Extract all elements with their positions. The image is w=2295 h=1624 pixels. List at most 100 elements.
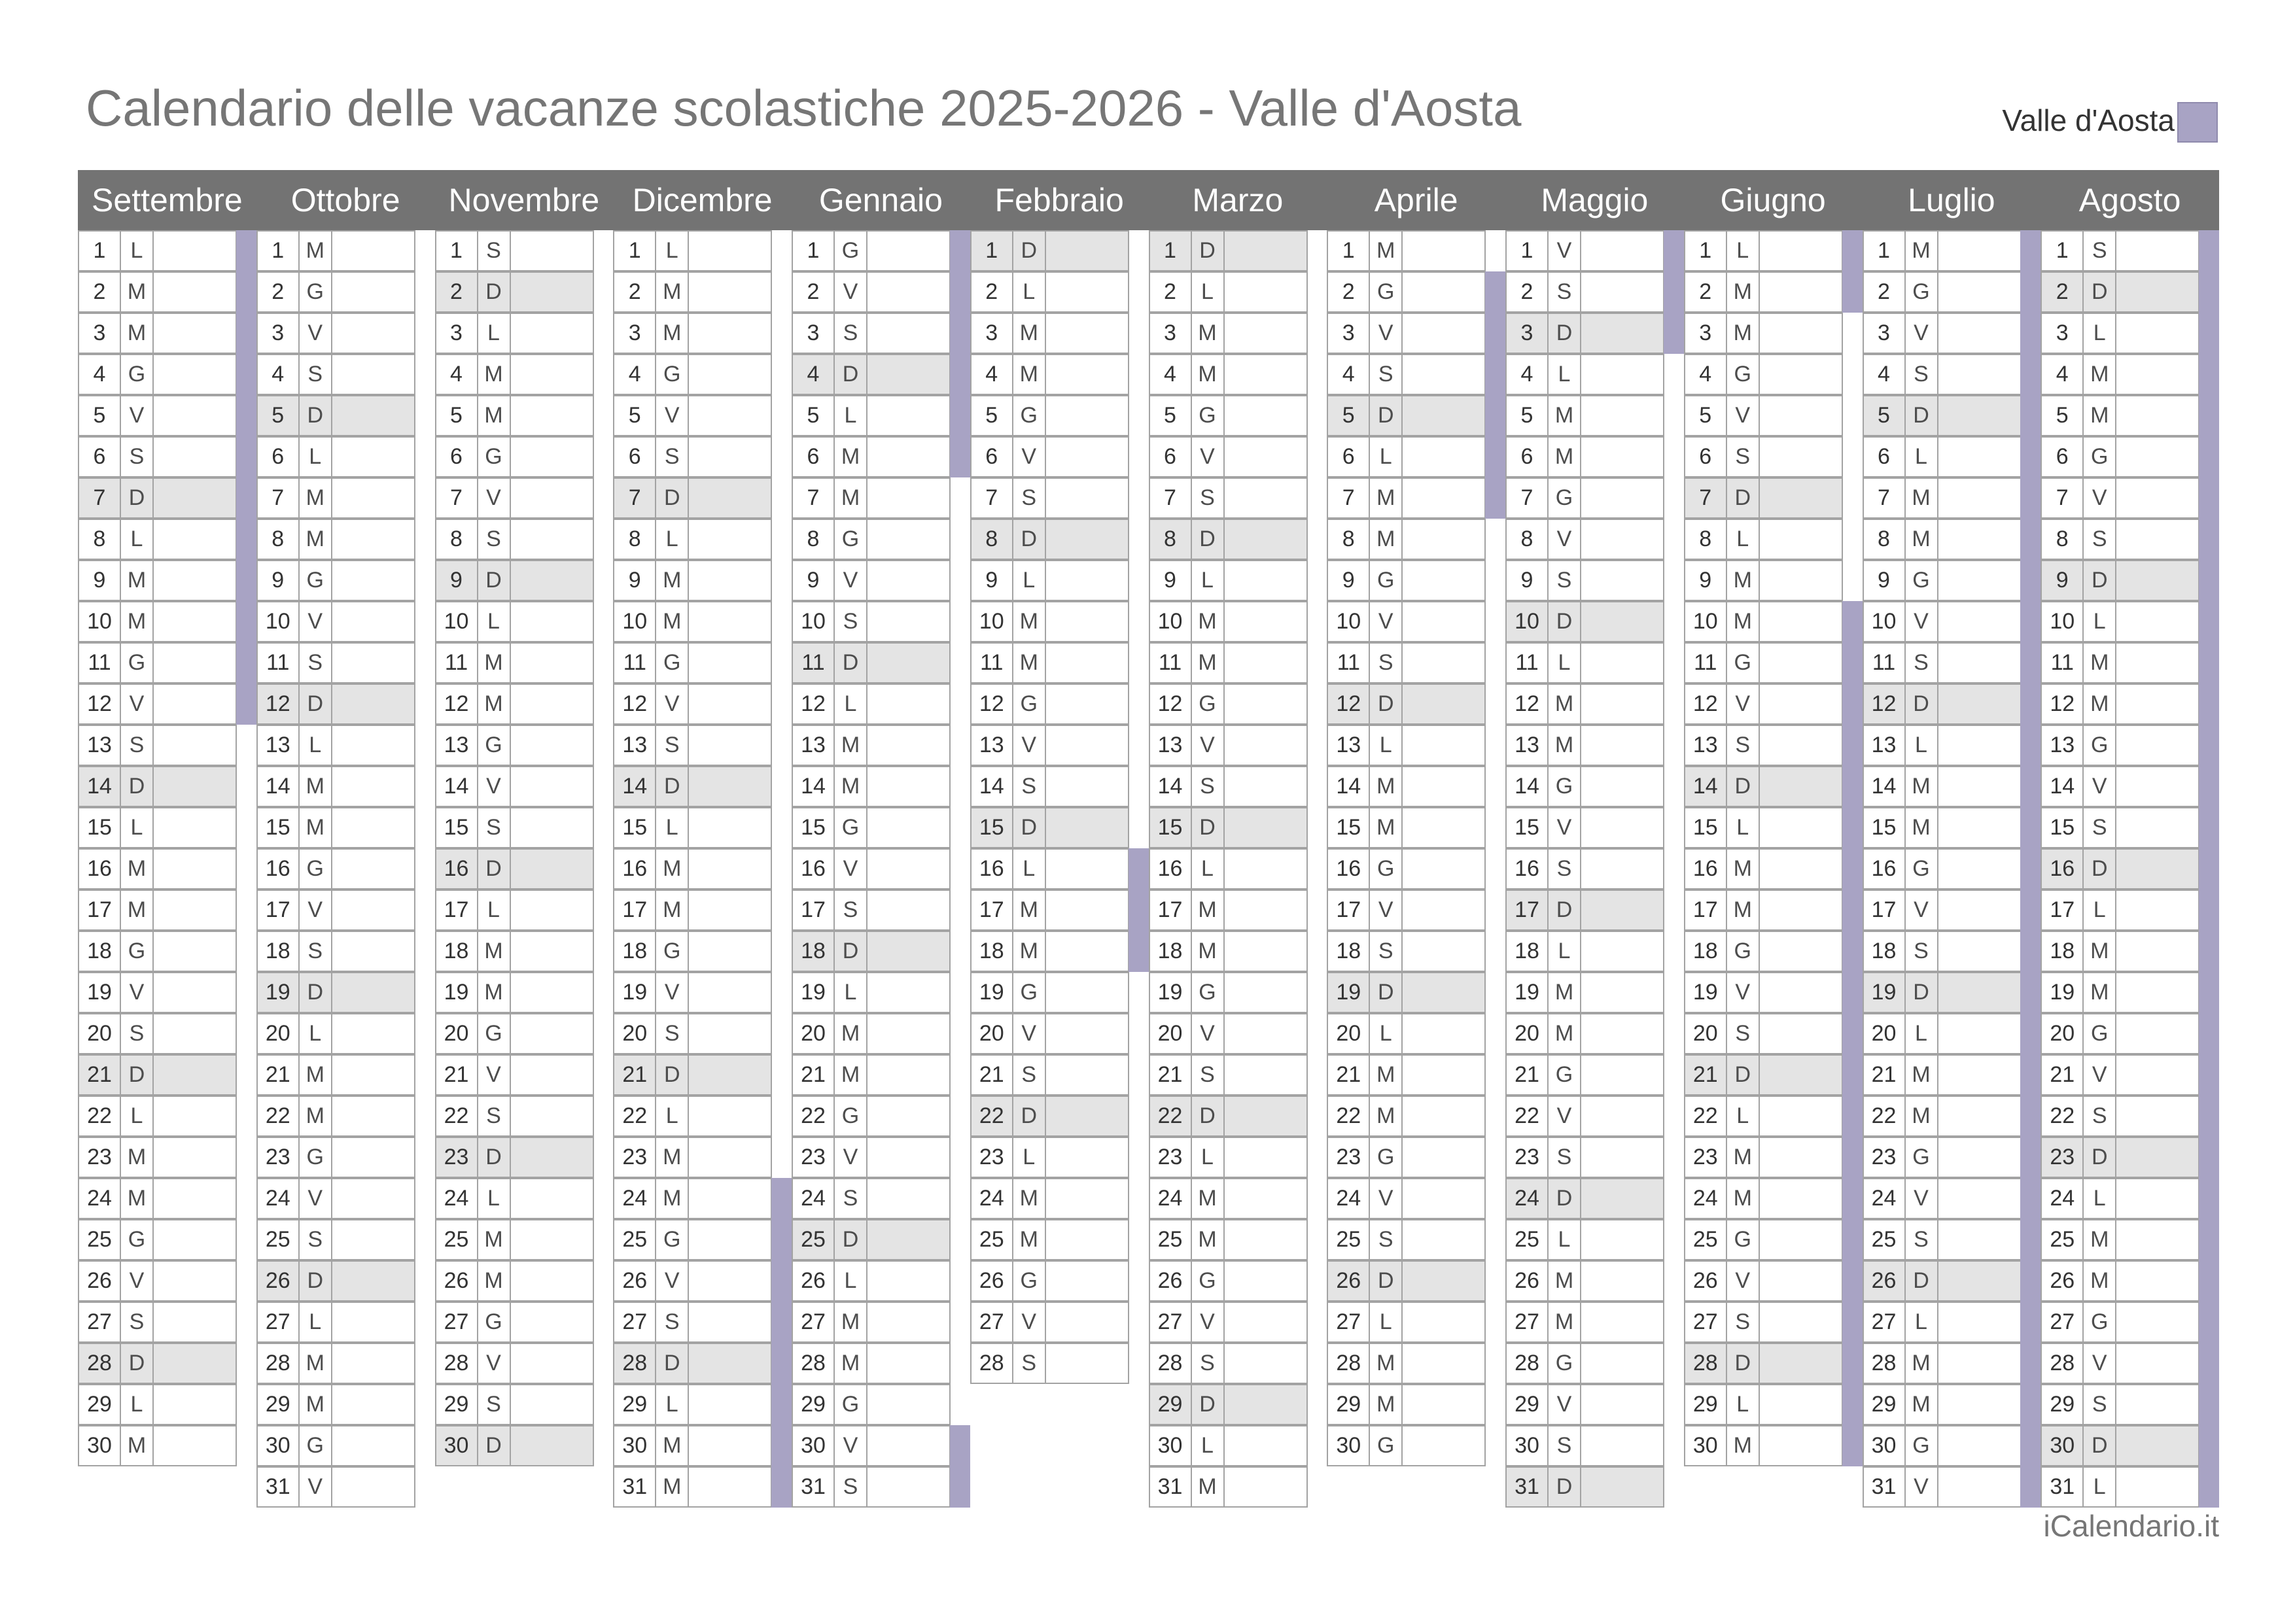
day-number: 15 xyxy=(1150,808,1192,847)
day-row: 23 D xyxy=(434,1137,594,1178)
day-row: 28 D xyxy=(613,1343,773,1384)
day-number: 11 xyxy=(1328,644,1371,682)
weekday-letter: L xyxy=(478,602,511,641)
weekday-letter: M xyxy=(478,396,511,435)
day-row: 10 V xyxy=(1327,601,1486,642)
day-row: 19 M xyxy=(1505,972,1664,1013)
weekday-letter: V xyxy=(300,602,332,641)
day-number: 25 xyxy=(1150,1220,1192,1259)
weekday-letter: L xyxy=(300,1014,332,1053)
day-row: 12 M xyxy=(1505,683,1664,725)
day-number: 5 xyxy=(1864,396,1906,435)
day-row: 10 L xyxy=(434,601,594,642)
day-row: 21 D xyxy=(78,1054,237,1096)
weekday-letter: L xyxy=(1727,1097,1760,1135)
day-row: 22 L xyxy=(1683,1096,1843,1137)
day-number: 9 xyxy=(79,561,121,600)
day-row: 18 M xyxy=(1148,931,1308,972)
day-number: 19 xyxy=(1507,973,1549,1012)
day-number: 7 xyxy=(258,479,300,517)
day-row: 31 M xyxy=(613,1466,773,1508)
day-row: 26 M xyxy=(434,1260,594,1302)
weekday-letter: V xyxy=(1906,1179,1938,1218)
weekday-letter: M xyxy=(1013,602,1046,641)
day-row: 13 S xyxy=(78,725,237,766)
day-row: 20 L xyxy=(256,1013,415,1054)
day-row: 16 V xyxy=(792,848,951,890)
day-number: 28 xyxy=(2042,1344,2084,1383)
weekday-letter: V xyxy=(121,685,154,723)
weekday-letter: V xyxy=(1727,396,1760,435)
weekday-letter: V xyxy=(478,767,511,806)
weekday-letter: M xyxy=(1370,1097,1403,1135)
holiday-bar xyxy=(1842,230,1863,313)
day-number: 29 xyxy=(793,1385,835,1424)
weekday-letter: G xyxy=(2084,726,2117,765)
day-number: 24 xyxy=(1685,1179,1727,1218)
day-number: 5 xyxy=(2042,396,2084,435)
day-row: 16 G xyxy=(1862,848,2022,890)
day-number: 28 xyxy=(436,1344,478,1383)
day-row: 31 D xyxy=(1505,1466,1664,1508)
weekday-letter: D xyxy=(1013,1097,1046,1135)
weekday-letter: M xyxy=(835,767,867,806)
day-number: 26 xyxy=(79,1262,121,1300)
weekday-letter: M xyxy=(1549,1303,1581,1341)
day-row: 21 V xyxy=(2041,1054,2200,1096)
weekday-letter: M xyxy=(2084,685,2117,723)
weekday-letter: V xyxy=(1370,602,1403,641)
weekday-letter: V xyxy=(1906,314,1938,353)
legend-swatch xyxy=(2177,102,2218,143)
weekday-letter: V xyxy=(835,1138,867,1177)
weekday-letter: G xyxy=(1906,561,1938,600)
weekday-letter: M xyxy=(2084,973,2117,1012)
weekday-letter: M xyxy=(300,1344,332,1383)
day-number: 24 xyxy=(972,1179,1013,1218)
day-row: 19 G xyxy=(970,972,1129,1013)
day-number: 27 xyxy=(258,1303,300,1341)
day-number: 13 xyxy=(79,726,121,765)
day-number: 26 xyxy=(972,1262,1013,1300)
day-number: 8 xyxy=(1150,520,1192,559)
weekday-letter: V xyxy=(1192,438,1225,476)
day-number: 22 xyxy=(258,1097,300,1135)
day-row: 10 M xyxy=(613,601,773,642)
day-row: 17 L xyxy=(434,890,594,931)
weekday-letter: G xyxy=(1727,1220,1760,1259)
weekday-letter: G xyxy=(1549,1344,1581,1383)
day-row: 17 D xyxy=(1505,890,1664,931)
day-number: 17 xyxy=(436,891,478,929)
weekday-letter: M xyxy=(1727,1179,1760,1218)
weekday-letter: V xyxy=(1192,1014,1225,1053)
day-number: 20 xyxy=(1328,1014,1371,1053)
day-row: 14 D xyxy=(1683,766,1843,807)
weekday-letter: S xyxy=(656,726,690,765)
weekday-letter: M xyxy=(1549,726,1581,765)
weekday-letter: L xyxy=(835,1262,867,1300)
day-number: 29 xyxy=(1685,1385,1727,1424)
day-row: 23 G xyxy=(256,1137,415,1178)
weekday-letter: S xyxy=(1906,355,1938,394)
day-number: 30 xyxy=(793,1426,835,1465)
weekday-letter: M xyxy=(835,1344,867,1383)
day-number: 18 xyxy=(1685,932,1727,971)
weekday-letter: M xyxy=(1549,1262,1581,1300)
footer-credit[interactable]: iCalendario.it xyxy=(2043,1509,2219,1543)
weekday-letter: L xyxy=(1192,561,1225,600)
day-number: 26 xyxy=(793,1262,835,1300)
weekday-letter: S xyxy=(1192,767,1225,806)
day-row: 25 M xyxy=(2041,1219,2200,1260)
day-row: 19 M xyxy=(2041,972,2200,1013)
day-number: 1 xyxy=(1864,232,1906,270)
day-number: 16 xyxy=(2042,850,2084,888)
